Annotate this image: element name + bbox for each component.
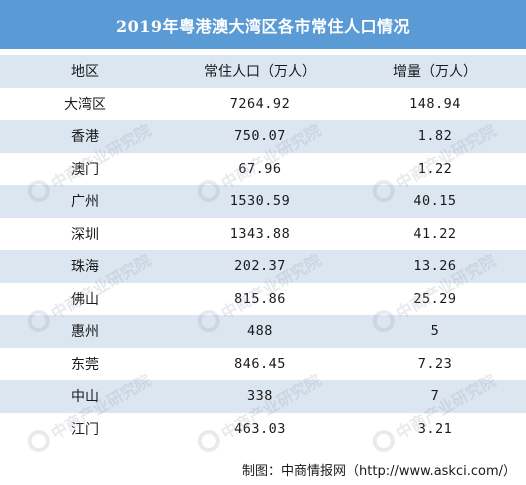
increase-cell: 13.26 [413, 258, 457, 275]
population-cell: 67.96 [238, 160, 282, 177]
region-cell: 东莞 [71, 356, 99, 373]
population-cell: 488 [247, 323, 273, 340]
table-row: 东莞 846.45 7.23 [0, 348, 526, 381]
table-row: 中山 338 7 [0, 380, 526, 413]
table-row: 江门 463.03 3.21 [0, 413, 526, 446]
population-cell: 463.03 [234, 420, 286, 437]
population-cell: 1343.88 [229, 225, 291, 242]
population-cell: 1530.59 [229, 193, 291, 210]
population-cell: 750.07 [234, 128, 286, 145]
increase-cell: 7 [430, 388, 440, 405]
region-cell: 惠州 [71, 324, 99, 341]
table-row: 珠海 202.37 13.26 [0, 250, 526, 283]
population-cell: 846.45 [234, 355, 286, 372]
table-row: 大湾区 7264.92 148.94 [0, 88, 526, 121]
header-population: 常住人口（万人） [204, 64, 316, 81]
population-cell: 202.37 [234, 258, 286, 275]
table-row: 深圳 1343.88 41.22 [0, 218, 526, 251]
region-cell: 中山 [71, 389, 99, 406]
population-table: 地区 常住人口（万人） 增量（万人） 大湾区 7264.92 148.94 香港… [0, 55, 526, 445]
table-row: 广州 1530.59 40.15 [0, 185, 526, 218]
source-text: 制图：中商情报网（http://www.askci.com/） [242, 463, 516, 479]
region-cell: 大湾区 [64, 96, 106, 113]
region-cell: 江门 [71, 421, 99, 438]
table-row: 香港 750.07 1.82 [0, 120, 526, 153]
increase-cell: 25.29 [413, 290, 457, 307]
table-row: 澳门 67.96 1.22 [0, 153, 526, 186]
region-cell: 香港 [71, 129, 99, 146]
increase-cell: 41.22 [413, 225, 457, 242]
population-cell: 7264.92 [229, 95, 291, 112]
region-cell: 澳门 [71, 161, 99, 178]
increase-cell: 40.15 [413, 193, 457, 210]
increase-cell: 148.94 [409, 95, 461, 112]
header-region: 地区 [71, 64, 99, 81]
increase-cell: 1.22 [417, 160, 453, 177]
population-cell: 338 [247, 388, 273, 405]
table-row: 惠州 488 5 [0, 315, 526, 348]
region-cell: 珠海 [71, 259, 99, 276]
region-cell: 广州 [71, 194, 99, 211]
population-cell: 815.86 [234, 290, 286, 307]
increase-cell: 7.23 [417, 355, 453, 372]
region-cell: 佛山 [71, 291, 99, 308]
table-header: 地区 常住人口（万人） 增量（万人） [0, 55, 526, 88]
title-text: 2019年粤港澳大湾区各市常住人口情况 [115, 16, 411, 36]
increase-cell: 1.82 [417, 128, 453, 145]
region-cell: 深圳 [71, 226, 99, 243]
increase-cell: 3.21 [417, 420, 453, 437]
page-title: 2019年粤港澳大湾区各市常住人口情况 [0, 0, 526, 49]
increase-cell: 5 [430, 323, 440, 340]
header-increase: 增量（万人） [393, 64, 477, 81]
table-row: 佛山 815.86 25.29 [0, 283, 526, 316]
source-note: 制图：中商情报网（http://www.askci.com/） [0, 458, 516, 480]
